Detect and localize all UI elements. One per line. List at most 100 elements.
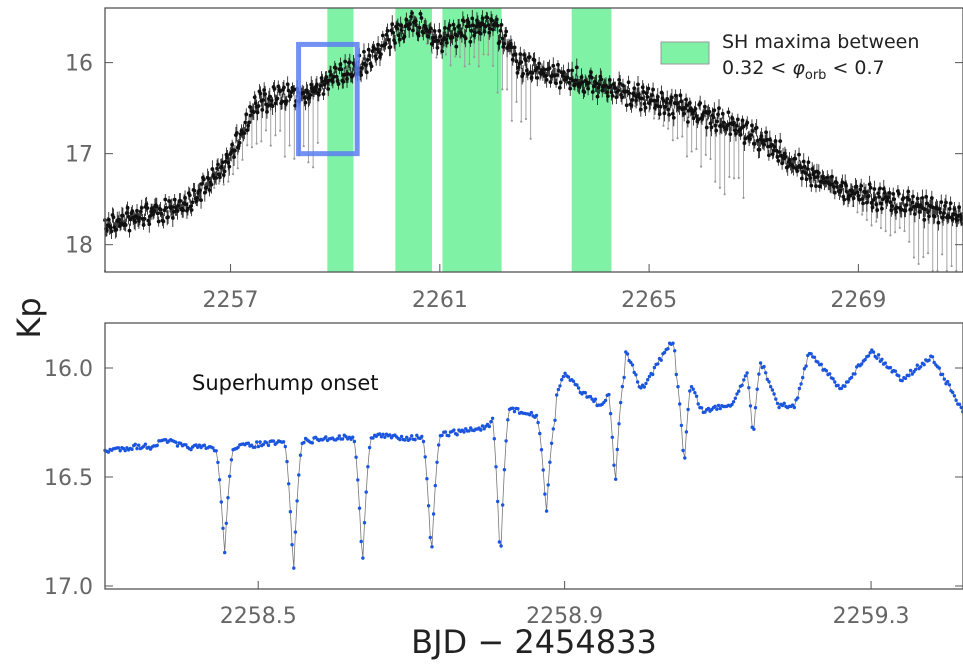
data-point xyxy=(922,217,927,222)
data-point xyxy=(483,24,488,29)
data-point xyxy=(478,31,483,36)
bottom-data-point xyxy=(801,375,805,380)
bottom-data-point xyxy=(536,420,540,425)
bottom-data-point xyxy=(137,443,141,447)
bottom-data-point xyxy=(295,499,299,503)
data-point xyxy=(532,58,537,63)
data-point xyxy=(251,110,256,115)
data-point xyxy=(757,147,762,152)
bottom-data-point xyxy=(770,388,775,392)
data-point xyxy=(734,131,738,136)
eclipse-point xyxy=(482,53,485,56)
data-point xyxy=(467,24,472,28)
bottom-data-point xyxy=(622,375,626,380)
eclipse-point xyxy=(274,134,277,137)
data-point xyxy=(537,61,542,66)
bottom-data-point xyxy=(430,545,434,549)
eclipse-point xyxy=(865,218,868,221)
data-point xyxy=(776,158,781,163)
bottom-data-point xyxy=(324,435,328,439)
data-point xyxy=(126,214,131,219)
bottom-data-point xyxy=(951,390,955,395)
eclipse-point xyxy=(676,137,679,140)
data-point xyxy=(461,19,466,24)
data-point xyxy=(164,205,169,210)
data-point xyxy=(362,49,366,54)
data-point xyxy=(749,133,753,137)
eclipse-point xyxy=(685,155,689,158)
eclipse-point xyxy=(662,124,665,127)
bottom-data-point xyxy=(769,385,773,389)
eclipse-point xyxy=(912,256,916,259)
data-point xyxy=(574,65,579,70)
bottom-data-point xyxy=(452,428,456,432)
eclipse-point xyxy=(501,88,504,91)
data-point xyxy=(350,73,355,78)
data-point xyxy=(661,98,666,103)
bottom-data-point xyxy=(364,490,368,494)
bottom-data-point xyxy=(415,433,419,437)
data-point xyxy=(907,197,912,202)
bottom-data-point xyxy=(610,435,614,439)
eclipse-point xyxy=(260,140,263,143)
data-point xyxy=(201,177,206,182)
bottom-data-point xyxy=(285,459,289,464)
data-point xyxy=(111,215,116,220)
data-point xyxy=(255,110,260,115)
top-x-tick-label: 2269 xyxy=(830,288,886,313)
data-point xyxy=(369,64,374,69)
data-point xyxy=(490,18,494,23)
superhump-onset-annotation: Superhump onset xyxy=(192,371,379,395)
bottom-data-point xyxy=(802,367,807,371)
bottom-data-point xyxy=(371,436,375,440)
data-point xyxy=(920,196,925,200)
bottom-data-point xyxy=(772,392,776,396)
data-point xyxy=(216,162,220,167)
eclipse-point xyxy=(926,252,930,255)
bottom-data-point xyxy=(607,392,611,397)
data-point xyxy=(808,176,813,180)
bottom-data-point xyxy=(340,437,345,441)
data-point xyxy=(457,23,461,28)
data-point xyxy=(123,223,128,227)
bottom-data-point xyxy=(399,434,404,439)
bottom-data-point xyxy=(656,362,660,366)
bottom-data-point xyxy=(932,360,936,365)
bottom-data-point xyxy=(888,365,893,370)
bottom-data-point xyxy=(737,389,741,393)
data-point xyxy=(485,15,490,20)
bottom-data-point xyxy=(757,372,761,376)
eclipse-point xyxy=(487,53,490,56)
data-point xyxy=(698,101,703,106)
eclipse-point xyxy=(742,196,745,199)
bottom-data-point xyxy=(575,383,579,387)
data-point xyxy=(773,139,778,143)
bottom-data-point xyxy=(752,427,756,431)
bottom-data-point xyxy=(310,441,314,445)
eclipse-point xyxy=(718,186,722,189)
bottom-data-point xyxy=(271,439,276,443)
data-point xyxy=(618,81,623,86)
bottom-data-point xyxy=(560,378,564,382)
eclipse-point xyxy=(444,53,447,56)
data-point xyxy=(155,211,160,216)
bottom-data-point xyxy=(489,420,493,424)
bottom-data-point xyxy=(211,446,215,450)
data-point xyxy=(859,184,864,188)
eclipse-point xyxy=(236,167,239,170)
top-lightcurve-points xyxy=(103,10,963,273)
bottom-data-point xyxy=(352,439,357,444)
data-point xyxy=(595,94,600,99)
data-point xyxy=(754,125,759,130)
data-point xyxy=(117,217,122,222)
bottom-data-point xyxy=(118,449,122,453)
bottom-panel: 16.0 16.5 17.0 2258.5 2258.9 2259.3 Superhum… xyxy=(44,322,963,629)
data-point xyxy=(198,188,203,193)
bottom-data-point xyxy=(753,406,758,410)
bottom-data-point xyxy=(745,371,749,375)
data-point xyxy=(454,44,459,49)
bottom-data-point xyxy=(647,374,652,379)
data-point xyxy=(671,115,676,120)
bottom-data-point xyxy=(860,362,864,366)
x-axis-title: BJD − 2454833 xyxy=(411,623,657,661)
